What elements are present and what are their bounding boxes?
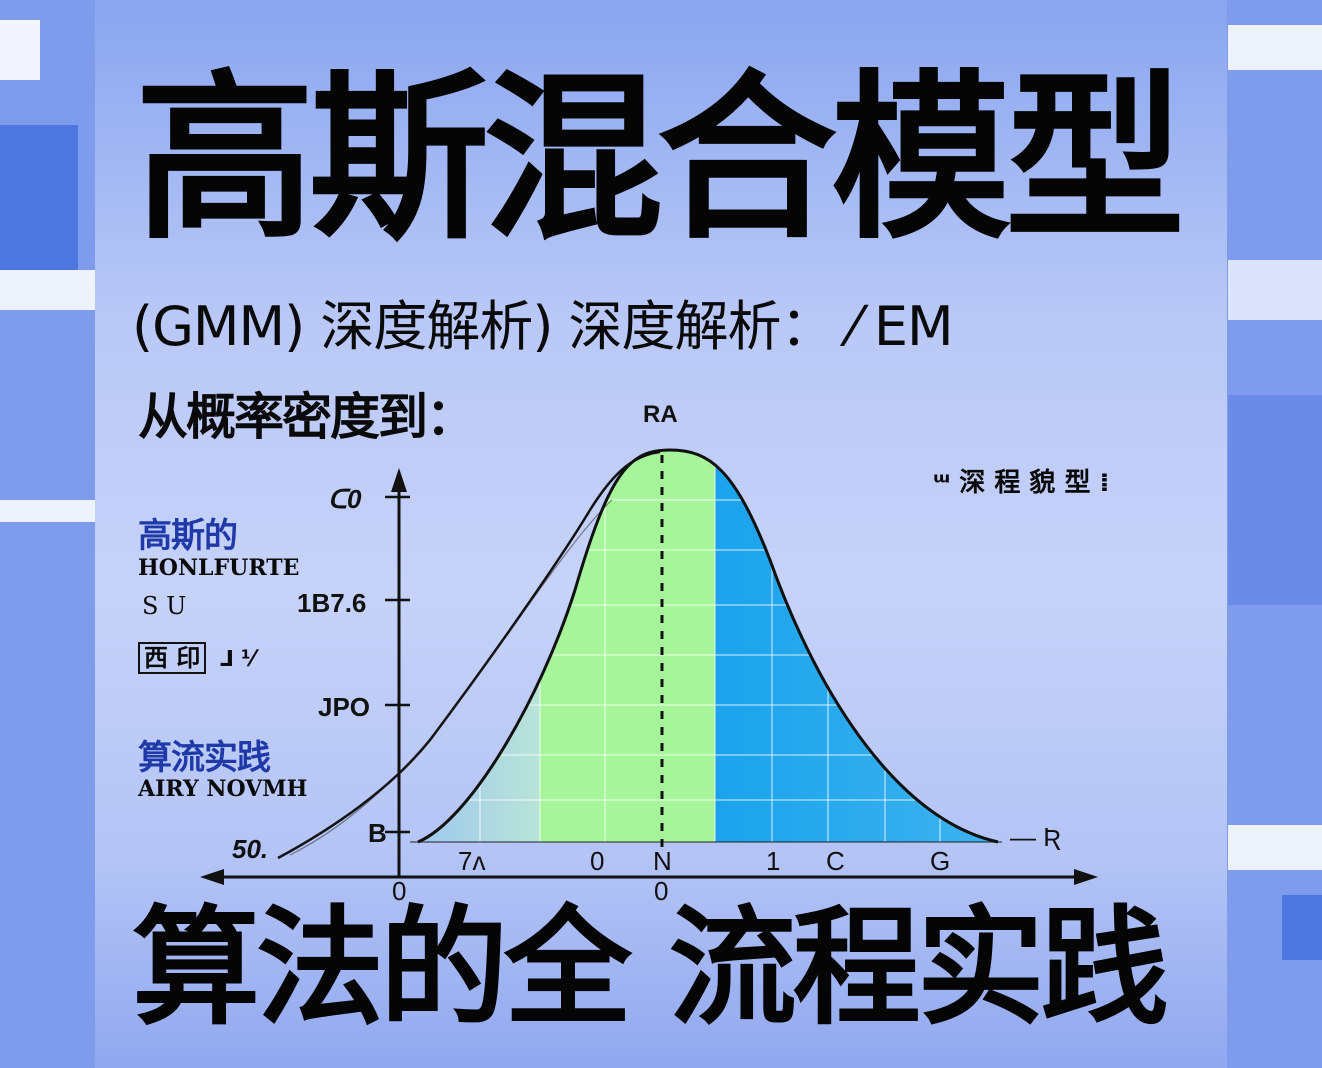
- decor-block-left-top: [0, 20, 40, 80]
- y-tick-label-3: JPO: [318, 692, 370, 722]
- secondary-curve: [277, 450, 661, 860]
- secondary-curve-sketch: [289, 499, 613, 856]
- decor-block-left-low: [0, 500, 95, 522]
- decor-block-right-mid: [1228, 260, 1322, 320]
- x-axis-arrow-left: [200, 869, 224, 885]
- left-block1-cn: 高斯的: [138, 516, 238, 556]
- left-block1-en: HONLFURTE: [138, 555, 300, 581]
- x-tick-upper-2: 0: [590, 846, 604, 876]
- x-tick-upper-6: G: [930, 846, 950, 876]
- x-tick-lower-1: 0: [392, 876, 406, 906]
- left-item-su: S U: [142, 592, 187, 620]
- bottom-title: 算法的全 流程实践: [132, 894, 1169, 1043]
- chart-top-label: RA: [643, 401, 678, 428]
- x-tick-upper-3: N: [653, 846, 672, 876]
- main-title: 高斯混合模型: [135, 55, 1185, 264]
- left-item-box-tail: ⅃ ⅟: [219, 647, 255, 672]
- y-tick-label-4: B: [368, 818, 387, 848]
- subtitle: (GMM) 深度解析) 深度解析： ⁄ EM: [132, 295, 954, 358]
- y-tick-label-1: ᑕ0: [328, 484, 362, 514]
- decor-block-right-top: [1228, 25, 1322, 70]
- decor-block-right-bottom: [1282, 895, 1322, 960]
- fill-blue-band: [715, 450, 998, 842]
- gaussian-curve: [417, 448, 999, 844]
- from-line: 从概率密度到：: [138, 388, 476, 446]
- y-tick-label-2: 1B7.6: [297, 588, 366, 618]
- left-block2-en: AIRY NOVMH: [138, 776, 308, 802]
- left-item-box: 西 印 ⅃ ⅟: [138, 642, 255, 674]
- right-note: ᵚ 深 程 貌 型 ⁞: [933, 468, 1110, 498]
- left-block2-cn: 算流实践: [138, 738, 271, 778]
- x-tick-upper-1: 7ʌ: [458, 846, 485, 876]
- x-tick-upper-5: C: [826, 846, 845, 876]
- x-tick-lower-2: 0: [654, 876, 668, 906]
- decor-block-right-low: [1228, 825, 1322, 870]
- x-tick-upper-4: 1: [766, 846, 780, 876]
- decor-block-left-white: [0, 270, 95, 310]
- right-end-label: — Ʀ: [1010, 822, 1061, 852]
- x-axis-arrow-right: [1074, 869, 1098, 885]
- y-tick-marks: [385, 495, 410, 834]
- y-axis-arrow: [391, 468, 407, 492]
- y-axis-left-label: 50.: [232, 834, 268, 864]
- decor-block-right-blue: [1228, 395, 1322, 605]
- fill-green-band: [540, 450, 715, 842]
- decor-block-left-mid: [0, 125, 78, 280]
- left-item-box-text: 西 印: [138, 642, 207, 674]
